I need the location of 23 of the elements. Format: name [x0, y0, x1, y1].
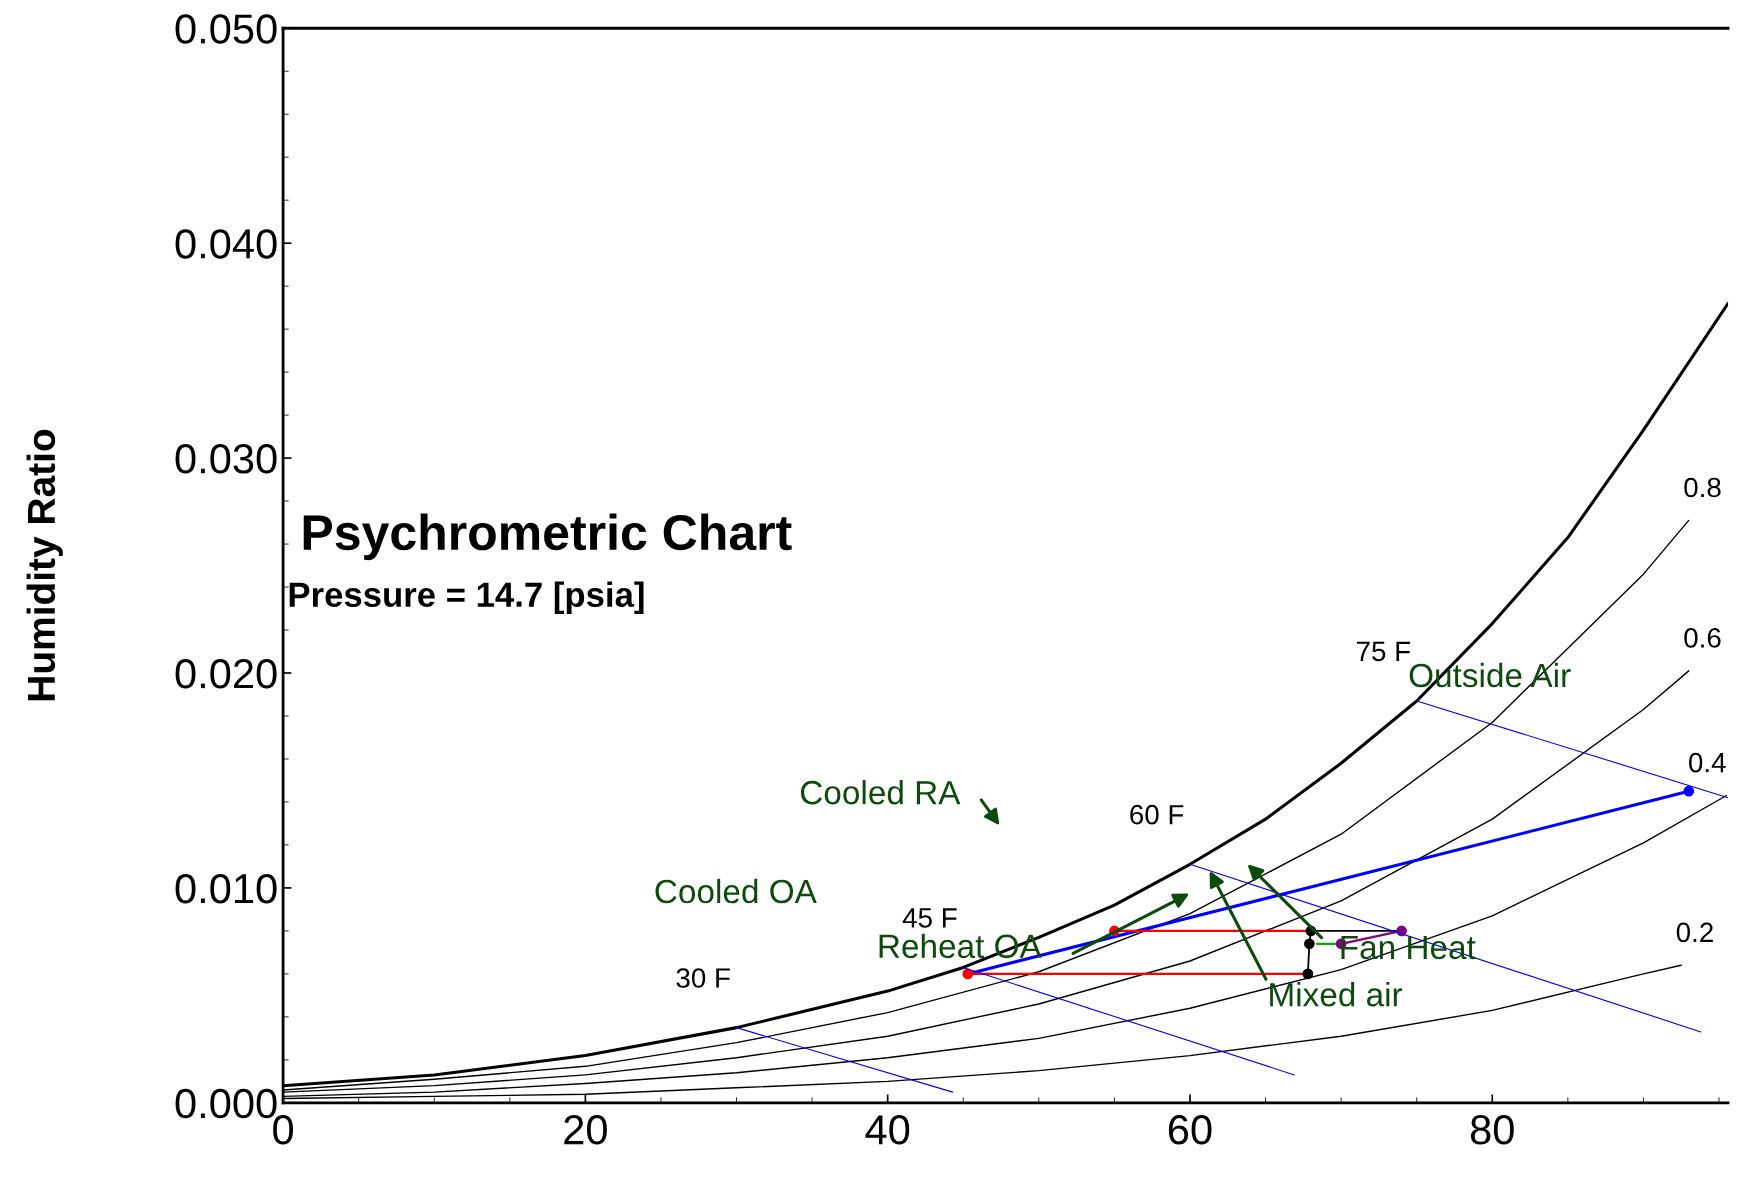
series-label: 45 F: [902, 908, 957, 928]
annotation: Cooled RA: [800, 779, 961, 805]
y-tick-label: 0.020: [175, 659, 277, 689]
text: Psychrometric Chart: [303, 513, 792, 561]
x-tick-label: 80: [1470, 1115, 1514, 1145]
y-tick-label: 0.010: [175, 873, 277, 904]
series-label: 0.4: [1689, 752, 1726, 773]
x-tick-label: 20: [564, 1115, 607, 1145]
series-label: 75 F: [1357, 641, 1411, 662]
text: Pressure = 14.7 [psia]: [289, 581, 644, 614]
y-axis-title: Humidity Ratio: [26, 429, 63, 701]
y-tick-label: 0.050: [175, 14, 277, 44]
annotation: Mixed air: [1270, 982, 1403, 1007]
series-label: 0.8: [1684, 477, 1721, 498]
x-tick-label: 40: [865, 1115, 910, 1145]
annotation: Cooled OA: [655, 878, 817, 904]
y-tick-label: 0.030: [175, 444, 277, 474]
series-label: 0.2: [1676, 922, 1713, 943]
series-label: 30 F: [676, 968, 730, 988]
y-tick-label: 0.040: [175, 229, 277, 259]
series-label: 60 F: [1130, 804, 1184, 825]
x-tick-label: 60: [1168, 1115, 1212, 1145]
series-label: 0.6: [1684, 628, 1721, 648]
